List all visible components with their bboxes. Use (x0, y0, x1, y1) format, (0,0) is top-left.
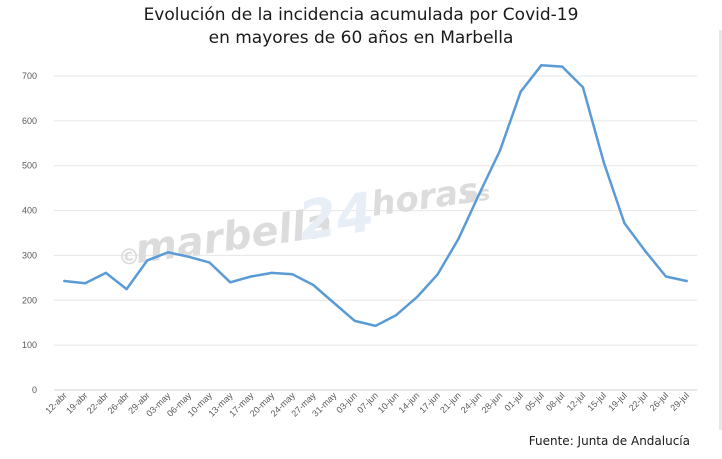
watermark-copyright: © (117, 244, 142, 272)
x-tick-label: 10-jun (376, 390, 401, 415)
data-point (83, 282, 87, 285)
data-point (291, 273, 294, 276)
data-point (374, 324, 377, 328)
y-axis-ticks: 0 100 200 300 400 500 600 700 (22, 71, 37, 395)
data-point (560, 65, 564, 68)
y-tick-label: 200 (22, 295, 37, 305)
x-tick-label: 12-abr (43, 390, 68, 415)
x-tick-label: 15-jul (585, 390, 608, 413)
data-point (270, 271, 273, 275)
x-tick-label: 08-jul (544, 390, 567, 413)
data-point (436, 273, 439, 276)
grid-lines (54, 75, 697, 391)
data-point (353, 319, 356, 323)
data-point (395, 313, 398, 317)
data-point (581, 86, 585, 89)
x-tick-label: 26-jul (648, 390, 671, 413)
x-tick-label: 26-abr (106, 390, 131, 415)
y-tick-label: 600 (22, 116, 37, 126)
data-point (332, 301, 336, 305)
data-point (685, 279, 688, 283)
data-point (519, 90, 522, 93)
x-tick-label: 28-jun (480, 390, 505, 415)
source-note: Fuente: Junta de Andalucía (528, 434, 690, 448)
x-tick-label: 19-abr (64, 390, 89, 415)
data-point (146, 259, 149, 262)
data-point (498, 149, 502, 152)
data-point (602, 160, 605, 164)
x-tick-label: 03-jun (334, 390, 359, 415)
data-point (415, 295, 419, 299)
data-point (540, 64, 543, 67)
data-point (664, 275, 668, 278)
data-point (104, 271, 108, 275)
data-point (623, 221, 626, 225)
data-point (63, 279, 66, 283)
right-edge-strip (719, 30, 722, 430)
data-point (643, 249, 647, 253)
x-tick-label: 22-abr (85, 390, 110, 415)
data-point (457, 237, 460, 241)
data-point (208, 261, 211, 264)
data-point (249, 275, 253, 278)
x-tick-label: 19-jul (606, 390, 629, 413)
y-tick-label: 400 (22, 206, 37, 216)
x-tick-label: 14-jun (397, 390, 422, 415)
chart-title: Evolución de la incidencia acumulada por… (0, 4, 722, 50)
y-tick-label: 300 (22, 250, 37, 260)
title-line-2: en mayores de 60 años en Marbella (208, 28, 514, 48)
x-tick-label: 24-jun (459, 390, 484, 415)
x-tick-label: 17-jun (417, 390, 442, 415)
series-layer (63, 63, 688, 328)
x-axis-ticks: 12-abr19-abr22-abr26-abr29-abr03-may06-m… (43, 390, 691, 419)
title-line-1: Evolución de la incidencia acumulada por… (143, 5, 579, 25)
x-tick-label: 12-jul (565, 390, 588, 413)
watermark: © marbella 24 horas .es (117, 170, 492, 273)
x-tick-label: 01-jul (502, 390, 525, 413)
data-point (312, 283, 315, 287)
y-tick-label: 100 (22, 340, 37, 350)
data-point (478, 192, 481, 196)
data-point (166, 251, 170, 254)
y-tick-label: 0 (32, 385, 37, 395)
watermark-24: 24 (295, 180, 378, 253)
x-tick-label: 07-jun (355, 390, 380, 415)
x-tick-label: 21-jun (438, 390, 463, 415)
data-point (187, 255, 191, 258)
y-tick-label: 500 (22, 161, 37, 171)
x-tick-label: 22-jul (627, 390, 650, 413)
x-tick-label: 29-jul (668, 390, 691, 413)
y-tick-label: 700 (22, 71, 37, 81)
x-tick-label: 05-jul (523, 390, 546, 413)
data-point (229, 281, 232, 284)
data-point (125, 287, 128, 291)
